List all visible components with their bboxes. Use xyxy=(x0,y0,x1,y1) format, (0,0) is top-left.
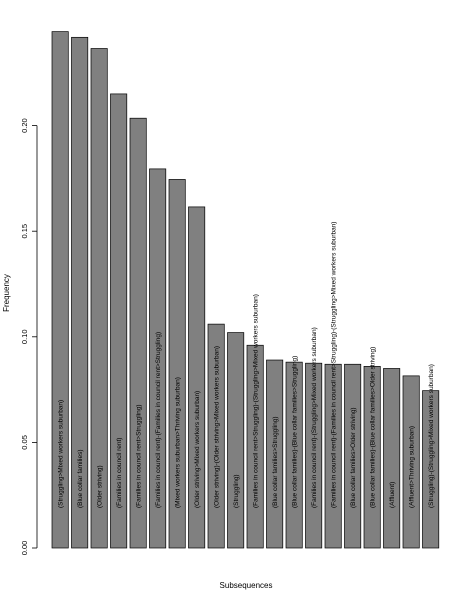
bar xyxy=(305,362,323,549)
bar xyxy=(110,93,128,549)
bar xyxy=(246,344,264,549)
bar-label: (Families in council rent>Struggling) xyxy=(135,404,142,508)
bar-label: (Struggling)-(Struggling>Mixed workers s… xyxy=(428,364,435,508)
bar-label: (Blue collar families) xyxy=(77,449,84,508)
bar xyxy=(363,366,381,549)
bar-label: (Families in council rent>Struggling)-(S… xyxy=(252,294,259,508)
bar xyxy=(71,36,89,549)
y-tick-label: 0.20 xyxy=(20,118,29,133)
bar-label: (Struggling) xyxy=(233,474,240,508)
bar xyxy=(383,368,401,549)
bar-label: (Affluent>Thriving suburban) xyxy=(408,426,415,508)
bar xyxy=(168,179,186,549)
bar-label: (Older striving>Mixed workers suburban) xyxy=(194,391,201,508)
bar xyxy=(285,361,303,549)
y-axis: 0.00 0.05 0.10 0.15 0.20 xyxy=(20,118,38,556)
bar xyxy=(90,48,108,549)
bar xyxy=(422,390,440,549)
bar xyxy=(402,375,420,549)
bar-label: (Blue collar families)-(Blue collar fami… xyxy=(369,347,376,508)
bar-label: (Older striving) xyxy=(96,465,103,508)
bar-label: (Blue collar families>Older striving) xyxy=(350,407,357,508)
bar xyxy=(227,332,245,549)
y-tick-label: 0.05 xyxy=(20,435,29,450)
bar xyxy=(344,363,362,549)
y-axis-label: Frequency xyxy=(2,274,11,312)
bar-label: (Struggling>Mixed workers suburban) xyxy=(57,400,64,508)
bar-label: (Affluent) xyxy=(389,482,396,508)
y-tick-label: 0.10 xyxy=(20,329,29,344)
bar-label: (Families in council rent) xyxy=(116,438,123,508)
bar xyxy=(51,31,69,549)
bar-label: (Older striving)-(Older striving>Mixed w… xyxy=(213,346,220,508)
bars xyxy=(51,31,440,549)
bar-label: (Blue collar families>Struggling) xyxy=(272,416,279,508)
bar-label: (Families in council rent)-(Struggling>M… xyxy=(311,327,318,508)
bar xyxy=(266,359,284,549)
bar-label: (Blue collar families)-(Blue collar fami… xyxy=(291,356,298,508)
x-axis-label: Subsequences xyxy=(220,581,273,590)
bar xyxy=(149,168,167,549)
bar-labels: (Struggling>Mixed workers suburban) (Blue… xyxy=(57,222,435,508)
y-tick-label: 0.00 xyxy=(20,541,29,556)
bar xyxy=(129,117,147,549)
bar-label: (Families in council rent)-(Families in … xyxy=(155,332,162,508)
bar xyxy=(188,206,206,549)
bar-label: (Families in council rent)-(Families in … xyxy=(330,222,337,508)
y-tick-label: 0.15 xyxy=(20,224,29,239)
bar-label: (Mixed workers suburban>Thriving suburba… xyxy=(174,377,181,508)
bar xyxy=(207,323,225,549)
bar xyxy=(324,363,342,549)
